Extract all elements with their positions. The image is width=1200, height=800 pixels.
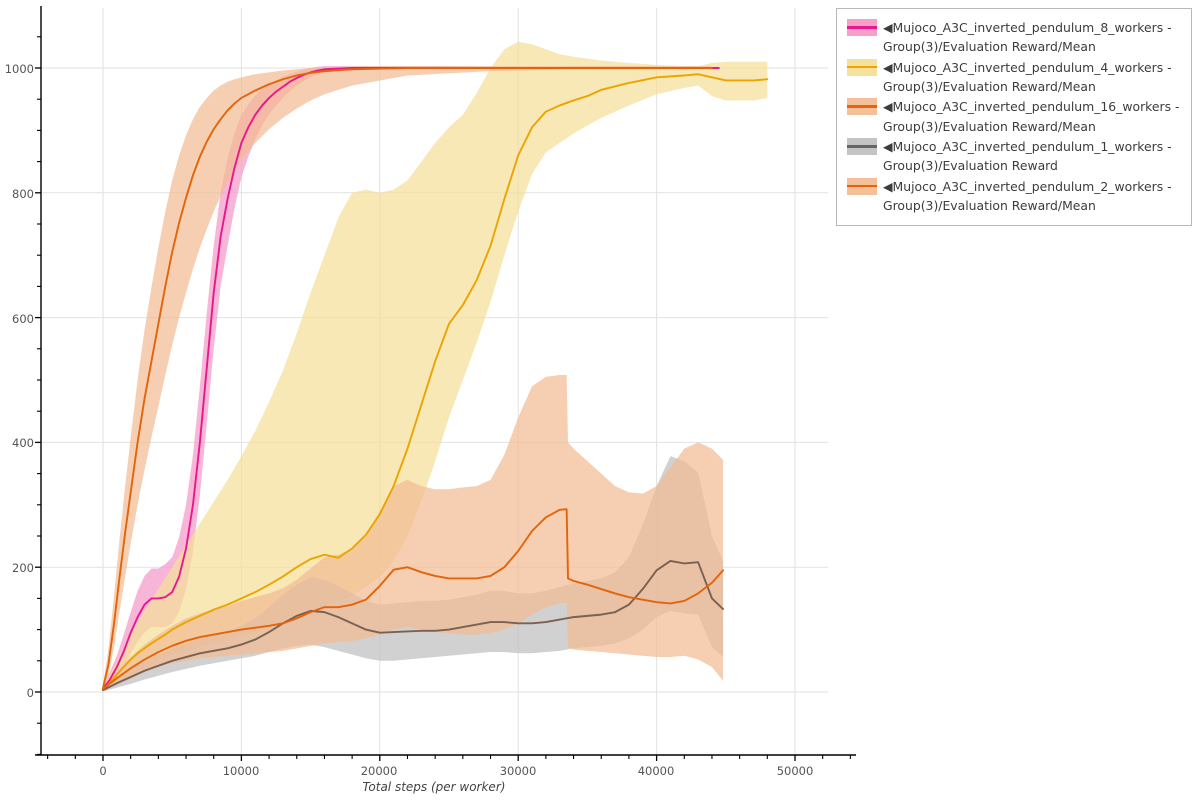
xtick-label-30000: 30000: [499, 764, 537, 778]
line-4_workers: [102, 73, 769, 691]
xtick-label-10000: 10000: [222, 764, 260, 778]
line-1_workers: [102, 560, 724, 692]
xtick-label-20000: 20000: [360, 764, 398, 778]
ytick-label-1000: 1000: [4, 62, 34, 76]
legend-swatch-1-workers: [847, 138, 877, 156]
xtick-label-50000: 50000: [776, 764, 814, 778]
legend-swatch-16-workers: [847, 98, 877, 116]
legend-line-16-workers: [847, 105, 877, 108]
legend-item-2-workers[interactable]: ◀Mujoco_A3C_inverted_pendulum_2_workers …: [843, 177, 1183, 216]
legend-line-1-workers: [847, 145, 877, 148]
line-2_workers: [102, 508, 724, 690]
xtick-label-0: 0: [99, 764, 107, 778]
legend-item-8-workers[interactable]: ◀Mujoco_A3C_inverted_pendulum_8_workers …: [843, 18, 1183, 57]
line-8_workers: [102, 67, 720, 690]
legend-line-2-workers: [847, 184, 877, 188]
band-2_workers: [103, 375, 724, 691]
x-axis-title: Total steps (per worker): [362, 780, 506, 794]
legend-swatch-4-workers: [847, 58, 877, 76]
legend-label-16-workers: ◀Mujoco_A3C_inverted_pendulum_16_workers…: [883, 99, 1180, 134]
band-4_workers: [103, 41, 768, 692]
line-16_workers: [102, 67, 713, 690]
ytick-label-400: 400: [12, 436, 34, 450]
ytick-label-600: 600: [12, 312, 34, 326]
ytick-label-200: 200: [12, 561, 34, 575]
legend-label-8-workers: ◀Mujoco_A3C_inverted_pendulum_8_workers …: [883, 20, 1172, 55]
legend-item-16-workers[interactable]: ◀Mujoco_A3C_inverted_pendulum_16_workers…: [843, 97, 1183, 136]
series-lines: [102, 67, 769, 692]
axis-ticks: [35, 36, 851, 761]
legend-swatch-8-workers: [847, 19, 877, 36]
legend-line-8-workers: [847, 26, 877, 29]
series-bands: [103, 41, 768, 692]
ytick-label-800: 800: [12, 187, 34, 201]
legend-label-2-workers: ◀Mujoco_A3C_inverted_pendulum_2_workers …: [883, 178, 1172, 214]
legend-swatch-2-workers: [847, 177, 877, 195]
legend-item-1-workers[interactable]: ◀Mujoco_A3C_inverted_pendulum_1_workers …: [843, 137, 1183, 176]
legend-label-4-workers: ◀Mujoco_A3C_inverted_pendulum_4_workers …: [883, 59, 1172, 95]
ytick-label-0: 0: [26, 686, 34, 700]
legend-line-4-workers: [847, 65, 877, 69]
xtick-label-40000: 40000: [637, 764, 675, 778]
chart-legend: ◀Mujoco_A3C_inverted_pendulum_8_workers …: [836, 8, 1192, 227]
legend-label-1-workers: ◀Mujoco_A3C_inverted_pendulum_1_workers …: [883, 139, 1172, 174]
legend-item-4-workers[interactable]: ◀Mujoco_A3C_inverted_pendulum_4_workers …: [843, 58, 1183, 97]
